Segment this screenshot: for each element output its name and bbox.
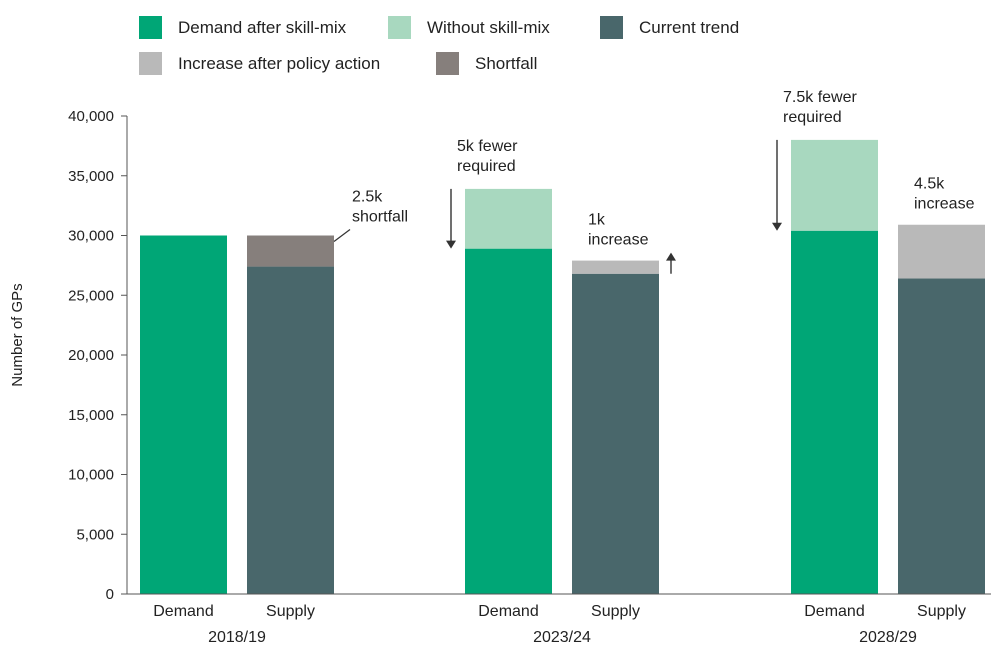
legend-swatch	[139, 16, 162, 39]
y-tick-label: 40,000	[68, 108, 114, 125]
annotation-leader-line	[333, 229, 351, 242]
bar-segment-without-skill-mix	[791, 139, 878, 231]
annotation-label: 2.5k shortfall	[352, 189, 408, 226]
x-tick-label: Demand	[153, 603, 213, 620]
legend-label: Shortfall	[475, 53, 538, 73]
x-tick-label: Supply	[917, 603, 966, 620]
y-tick-label: 10,000	[68, 467, 114, 484]
annotation-label: 1k increase	[588, 212, 649, 249]
bar-segment-increase-after-policy-action	[572, 260, 659, 274]
annotation-line: required	[457, 158, 516, 175]
bar-segment-current-trend	[898, 278, 985, 594]
annotation-label: 7.5k fewer required	[783, 89, 857, 126]
annotation-line: 1k	[588, 212, 606, 229]
annotation-line: 7.5k fewer	[783, 89, 857, 106]
y-tick-label: 0	[106, 586, 114, 603]
annotation-line: 2.5k	[352, 189, 383, 206]
legend-label: Demand after skill-mix	[178, 17, 347, 37]
bar-segment-current-trend	[572, 273, 659, 594]
annotation-line: increase	[588, 232, 649, 249]
annotations: 2.5k shortfall 5k fewer required 1k increase 7…	[333, 89, 975, 274]
annotation-line: 5k fewer	[457, 138, 518, 155]
legend-label: Without skill-mix	[427, 17, 550, 37]
bar-segment-without-skill-mix	[465, 188, 552, 249]
annotation-line: required	[783, 109, 842, 126]
y-tick-label: 25,000	[68, 287, 114, 304]
legend-item-current-trend: Current trend	[600, 16, 739, 39]
annotation-line: shortfall	[352, 209, 408, 226]
legend-item-demand-after-skill-mix: Demand after skill-mix	[139, 16, 346, 39]
annotation-arrow-head	[666, 252, 676, 261]
y-axis-ticks: 0 5,000 10,000 15,000 20,000 25,000 30,000 35,0…	[68, 108, 127, 603]
legend-item-without-skill-mix: Without skill-mix	[388, 16, 550, 39]
x-group-label: 2023/24	[533, 629, 591, 646]
annotation-arrow-head	[446, 240, 456, 249]
y-tick-label: 30,000	[68, 228, 114, 245]
x-group-label: 2018/19	[208, 629, 266, 646]
bar-segment-current-trend	[247, 266, 334, 594]
legend-swatch	[388, 16, 411, 39]
bar-segment-shortfall	[247, 235, 334, 267]
legend-swatch	[139, 52, 162, 75]
annotation-line: 4.5k	[914, 176, 945, 193]
chart-legend: Demand after skill-mix Without skill-mix…	[0, 0, 991, 90]
y-tick-label: 15,000	[68, 407, 114, 424]
bar-segment-increase-after-policy-action	[898, 224, 985, 279]
annotation-arrow-head	[772, 222, 782, 231]
y-tick-label: 5,000	[76, 526, 114, 543]
bar-segment-demand-after-skill-mix	[791, 230, 878, 594]
y-tick-label: 20,000	[68, 347, 114, 364]
legend-item-increase-after-policy-action: Increase after policy action	[139, 52, 380, 75]
legend-item-shortfall: Shortfall	[436, 52, 537, 75]
legend-label: Current trend	[639, 17, 740, 37]
annotation-line: increase	[914, 196, 975, 213]
y-tick-label: 35,000	[68, 168, 114, 185]
bars	[140, 139, 985, 594]
bar-segment-demand-after-skill-mix	[465, 248, 552, 594]
y-axis-title: Number of GPs	[9, 283, 26, 386]
x-tick-label: Demand	[804, 603, 864, 620]
x-group-label: 2028/29	[859, 629, 917, 646]
annotation-label: 5k fewer required	[457, 138, 518, 175]
annotation-label: 4.5k increase	[914, 176, 975, 213]
bar-segment-demand-after-skill-mix	[140, 235, 227, 594]
x-tick-label: Demand	[478, 603, 538, 620]
x-tick-label: Supply	[266, 603, 315, 620]
legend-label: Increase after policy action	[178, 53, 381, 73]
x-tick-label: Supply	[591, 603, 640, 620]
legend-swatch	[600, 16, 623, 39]
legend-swatch	[436, 52, 459, 75]
